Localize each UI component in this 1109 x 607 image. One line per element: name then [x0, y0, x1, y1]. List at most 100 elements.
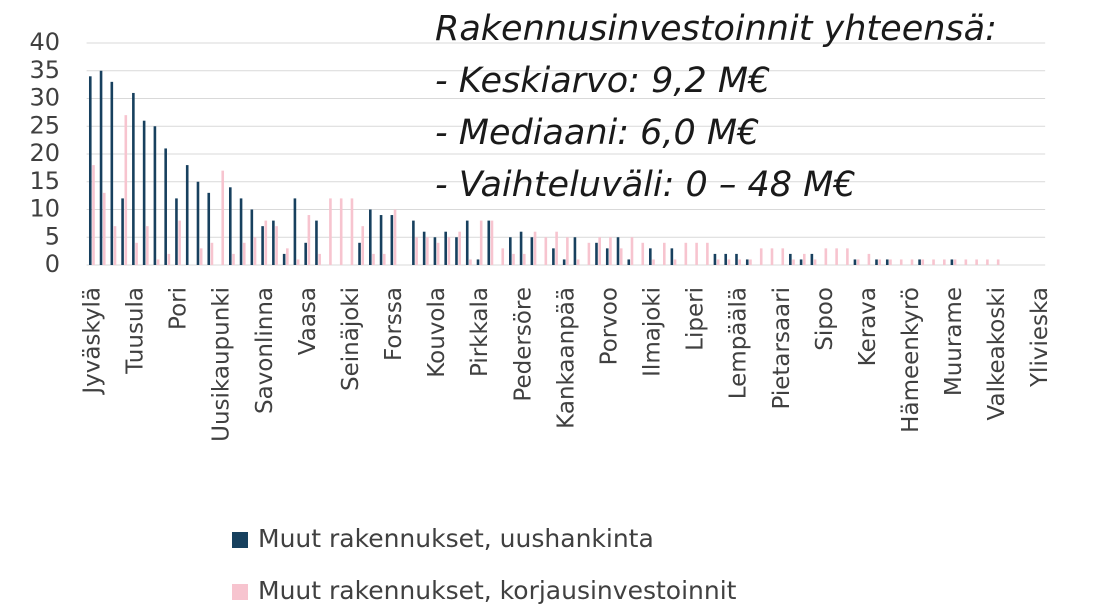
x-tick-label: Hämeenkyrö — [898, 287, 924, 433]
bar — [307, 215, 311, 265]
bar — [415, 237, 418, 265]
bar — [789, 253, 792, 265]
x-tick-label: Kerava — [855, 287, 881, 366]
bar — [595, 242, 598, 265]
bar — [487, 220, 491, 265]
bar — [867, 253, 871, 265]
bar — [199, 248, 203, 265]
bar — [846, 248, 849, 265]
bar — [339, 198, 343, 265]
bar — [422, 231, 426, 265]
annotation: - Vaihteluväli: 0 – 48 M€ — [435, 165, 856, 205]
bar — [921, 259, 925, 265]
y-tick-label: 25 — [29, 111, 60, 139]
bar — [670, 248, 674, 265]
annotation: - Keskiarvo: 9,2 M€ — [435, 61, 770, 101]
bar — [950, 259, 954, 265]
bar — [146, 226, 149, 265]
x-tick-label: Liperi — [683, 287, 709, 351]
bar — [713, 253, 717, 265]
x-tick-label: Lempäälä — [726, 287, 752, 399]
bar — [512, 253, 515, 265]
bar — [361, 226, 365, 265]
bar — [552, 248, 555, 265]
bar — [153, 126, 157, 265]
bar — [509, 237, 512, 265]
bar — [207, 192, 211, 265]
bar — [566, 237, 569, 265]
bar — [242, 242, 246, 265]
bar — [799, 259, 803, 265]
bar — [792, 259, 795, 265]
bar — [239, 198, 243, 265]
y-tick-label: 15 — [29, 167, 60, 195]
bar — [598, 237, 601, 265]
y-tick-label: 40 — [29, 28, 60, 56]
bar — [616, 237, 620, 265]
bar — [724, 253, 728, 265]
bar — [544, 237, 548, 265]
bar — [964, 259, 968, 265]
bar — [329, 198, 332, 265]
bar — [803, 253, 806, 265]
bar — [745, 259, 749, 265]
bar — [426, 237, 429, 265]
legend-swatch — [232, 584, 248, 600]
y-tick-label: 10 — [29, 195, 60, 223]
bar — [530, 237, 534, 265]
y-tick-label: 0 — [45, 250, 60, 278]
bar — [738, 259, 741, 265]
bar — [619, 248, 623, 265]
bar — [835, 248, 838, 265]
bar — [609, 237, 612, 265]
bar — [996, 259, 1000, 265]
bar — [221, 170, 225, 265]
x-tick-label: Tuusula — [123, 287, 149, 375]
bar — [673, 259, 677, 265]
bar — [304, 242, 307, 265]
bar — [630, 237, 634, 265]
bar — [465, 220, 469, 265]
bar — [885, 259, 889, 265]
bar — [573, 237, 577, 265]
bar — [878, 259, 881, 265]
bar — [250, 209, 254, 265]
bar — [533, 231, 537, 265]
bar — [293, 198, 297, 265]
bar — [490, 220, 494, 265]
x-tick-label: Valkeakoski — [984, 287, 1010, 420]
bar — [178, 220, 181, 265]
bar — [99, 70, 103, 265]
bar — [132, 92, 135, 265]
bar — [759, 248, 763, 265]
bar — [662, 242, 666, 265]
y-tick-label: 30 — [29, 84, 60, 112]
bar — [889, 259, 892, 265]
bar — [810, 253, 814, 265]
bar — [706, 242, 709, 265]
bar — [649, 248, 652, 265]
x-tick-label: Pedersöre — [510, 287, 536, 402]
bar — [918, 259, 921, 265]
bar — [282, 253, 286, 265]
legend-label: Muut rakennukset, korjausinvestoinnit — [258, 576, 737, 605]
x-tick-label: Vaasa — [295, 287, 321, 355]
bar — [824, 248, 828, 265]
bar — [113, 226, 117, 265]
x-tick-label: Kouvola — [424, 287, 450, 378]
x-tick-label: Sipoo — [812, 287, 838, 351]
x-tick-label: Uusikaupunki — [209, 287, 235, 442]
bar — [228, 187, 232, 265]
bar — [382, 253, 386, 265]
bar — [587, 242, 591, 265]
x-tick-label: Kankaanpää — [553, 287, 579, 429]
bar — [476, 259, 480, 265]
bar — [167, 253, 171, 265]
bar — [315, 220, 318, 265]
bar — [735, 253, 738, 265]
bar — [350, 198, 354, 265]
bar — [781, 248, 785, 265]
bar — [856, 259, 860, 265]
bar — [185, 165, 189, 265]
